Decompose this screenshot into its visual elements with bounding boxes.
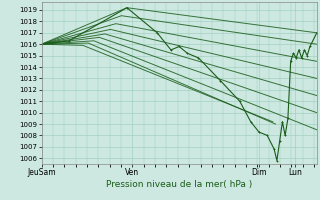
X-axis label: Pression niveau de la mer( hPa ): Pression niveau de la mer( hPa ) xyxy=(106,180,252,189)
